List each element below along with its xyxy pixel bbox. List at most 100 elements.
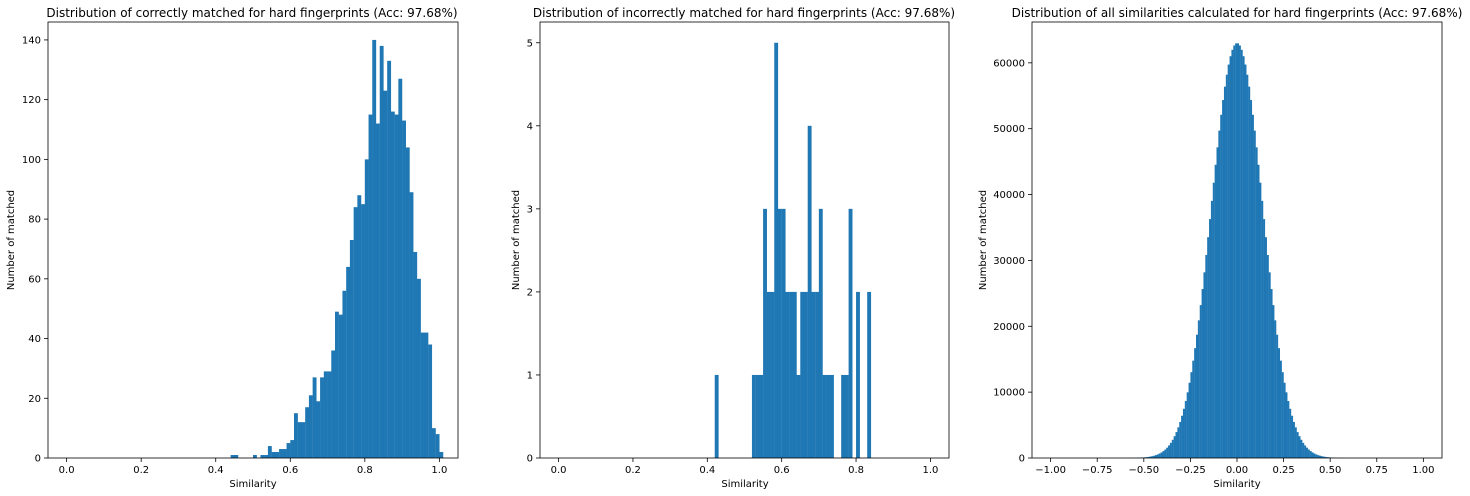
- histogram-bar: [338, 314, 343, 458]
- y-tick-label: 0: [527, 454, 533, 465]
- x-tick-label: 0.2: [133, 465, 149, 476]
- histogram-bar: [777, 208, 782, 458]
- histogram-bar: [1151, 456, 1154, 458]
- histogram-bar: [1175, 432, 1178, 458]
- y-tick-label: 50000: [993, 124, 1025, 135]
- y-tick-label: 30000: [993, 256, 1025, 267]
- histogram-bar: [275, 452, 280, 458]
- chart-incorrectly-matched: Distribution of incorrectly matched for …: [511, 6, 955, 490]
- histogram-bar: [290, 440, 295, 458]
- histogram-bars: [230, 39, 444, 459]
- histogram-bar: [848, 208, 853, 458]
- histogram-bar: [1156, 454, 1159, 458]
- histogram-bar: [431, 428, 436, 458]
- histogram-bar: [1261, 200, 1264, 458]
- histogram-bar: [1313, 453, 1316, 458]
- histogram-bar: [1320, 456, 1323, 458]
- histogram-bar: [294, 413, 298, 458]
- histogram-bar: [1279, 360, 1282, 458]
- histogram-bar: [759, 374, 764, 458]
- histogram-bar: [1212, 182, 1215, 458]
- histogram-bar: [1264, 237, 1267, 458]
- x-tick-label: −0.50: [1128, 465, 1159, 476]
- y-tick-label: 4: [527, 121, 533, 132]
- x-axis-label: Similarity: [229, 479, 276, 490]
- histogram-bar: [349, 240, 354, 458]
- y-tick-label: 40000: [993, 190, 1025, 201]
- chart-title: Distribution of correctly matched for ha…: [46, 6, 457, 20]
- histogram-bar: [1291, 415, 1294, 458]
- histogram-bar: [1207, 237, 1210, 458]
- y-tick-label: 20: [28, 394, 41, 405]
- histogram-bar: [1276, 334, 1279, 458]
- x-axis-label: Similarity: [721, 479, 768, 490]
- histogram-bar: [1309, 451, 1312, 458]
- histogram-bar: [1281, 372, 1284, 458]
- histogram-bar: [1292, 421, 1295, 458]
- histogram-bar: [368, 114, 373, 458]
- histogram-bar: [1278, 348, 1281, 458]
- histogram-bar: [1251, 114, 1254, 459]
- histogram-bar: [346, 266, 351, 458]
- y-tick-label: 0: [35, 454, 41, 465]
- chart-correctly-matched: Distribution of correctly matched for ha…: [6, 6, 459, 490]
- x-axis-ticks: −1.00 −0.75 −0.50 −0.25 0.00 0.25 0.50 0.75 1.00: [1035, 458, 1434, 476]
- x-axis-ticks: 0.0 0.2 0.4 0.6 0.8 1.0: [551, 458, 938, 476]
- histogram-bar: [1169, 442, 1172, 458]
- histogram-bar: [1294, 427, 1297, 458]
- histogram-bar: [781, 208, 786, 458]
- histogram-bar: [803, 291, 808, 458]
- histogram-bar: [297, 422, 302, 458]
- histogram-bar: [714, 374, 719, 458]
- histogram-bar: [1233, 45, 1236, 459]
- histogram-bar: [1190, 372, 1193, 458]
- histogram-bar: [1147, 456, 1150, 458]
- histogram-bar: [1158, 453, 1161, 458]
- histogram-bar: [1203, 272, 1206, 458]
- histogram-bar: [1227, 64, 1230, 458]
- histogram-bar: [1244, 64, 1247, 458]
- histogram-bar: [424, 332, 429, 458]
- histogram-bar: [1194, 348, 1197, 458]
- histogram-bar: [1289, 408, 1292, 458]
- histogram-bar: [822, 374, 827, 458]
- histogram-bar: [230, 455, 235, 458]
- histogram-bar: [301, 422, 306, 458]
- y-tick-label: 60000: [993, 58, 1025, 69]
- histogram-bar: [826, 374, 831, 458]
- histogram-bar: [1253, 130, 1256, 459]
- histogram-bar: [1222, 100, 1225, 458]
- x-tick-label: 1.0: [922, 465, 938, 476]
- y-tick-label: 10000: [993, 388, 1025, 399]
- histogram-bar: [1248, 86, 1251, 458]
- histogram-bar: [1317, 455, 1320, 458]
- histogram-bar: [1173, 436, 1176, 458]
- histogram-bar: [818, 208, 823, 458]
- histogram-bar: [1272, 305, 1275, 458]
- histogram-bar: [1192, 360, 1195, 458]
- histogram-bar: [390, 111, 395, 458]
- histogram-bar: [264, 455, 269, 458]
- histogram-bar: [376, 123, 380, 458]
- histogram-bar: [1155, 455, 1158, 458]
- histogram-bar: [1181, 415, 1184, 458]
- histogram-bar: [1218, 130, 1221, 459]
- chart-title: Distribution of all similarities calcula…: [1012, 6, 1463, 20]
- x-axis-ticks: 0.0 0.2 0.4 0.6 0.8 1.0: [59, 458, 447, 476]
- histogram-bar: [305, 407, 310, 458]
- histogram-bar: [796, 374, 801, 458]
- histogram-bar: [789, 291, 793, 458]
- histogram-bar: [409, 192, 414, 458]
- histogram-bar: [320, 377, 324, 458]
- histogram-bar: [402, 120, 406, 459]
- histogram-bar: [1164, 449, 1167, 458]
- plot-frame: [539, 21, 950, 459]
- histogram-bar: [1235, 43, 1238, 458]
- histogram-bar: [379, 45, 384, 458]
- y-axis-ticks: 0 20 40 60 80 100 120 140: [22, 35, 48, 465]
- histogram-bar: [316, 401, 321, 458]
- histogram-bar: [398, 78, 403, 459]
- histogram-bar: [286, 443, 291, 458]
- histogram-bar: [335, 311, 339, 458]
